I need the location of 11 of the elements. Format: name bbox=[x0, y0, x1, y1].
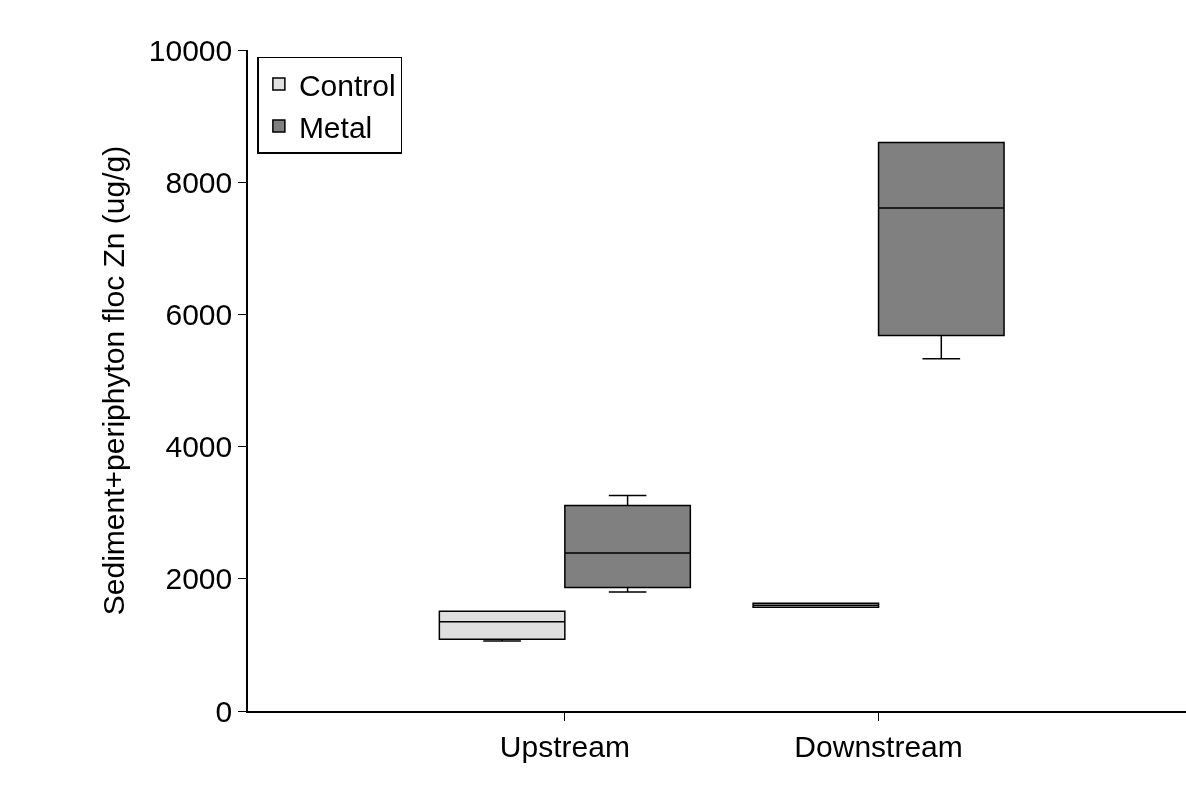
x-tick-label: Downstream bbox=[794, 729, 963, 763]
y-tick-label: 6000 bbox=[165, 297, 233, 331]
y-tick-label: 0 bbox=[215, 694, 233, 728]
legend-label: Metal bbox=[298, 110, 373, 144]
y-tick-label: 4000 bbox=[165, 430, 233, 464]
legend-label: Control bbox=[298, 68, 396, 102]
y-tick-label: 2000 bbox=[165, 562, 233, 596]
y-axis-title: Sediment+periphyton floc Zn (ug/g) bbox=[97, 145, 131, 616]
y-tick-label: 8000 bbox=[165, 165, 233, 199]
y-tick-label: 10000 bbox=[148, 33, 233, 67]
x-tick-label: Upstream bbox=[499, 729, 630, 763]
